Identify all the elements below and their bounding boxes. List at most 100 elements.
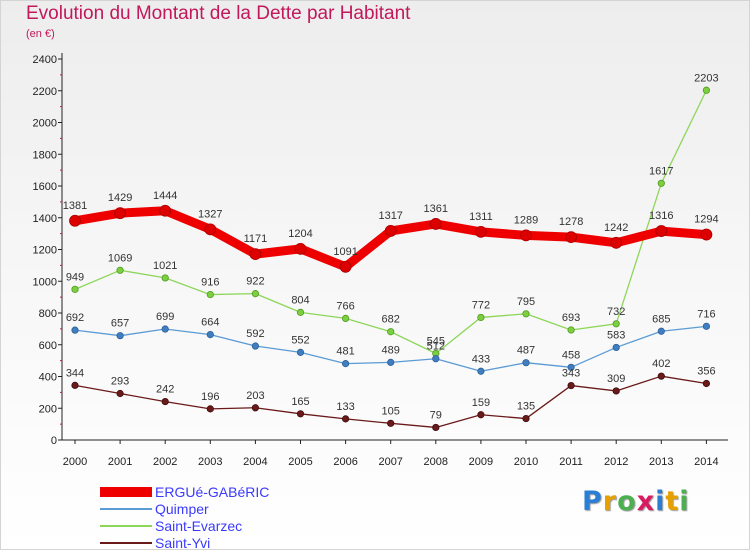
data-point — [339, 260, 352, 273]
data-point — [114, 207, 126, 220]
x-tick-label: 2000 — [63, 456, 87, 468]
data-label: 949 — [66, 271, 84, 283]
data-label: 1171 — [244, 233, 268, 245]
data-label: 1278 — [559, 216, 583, 228]
data-label: 402 — [652, 358, 670, 370]
data-point — [432, 355, 440, 363]
data-label: 685 — [652, 313, 670, 325]
legend-label: Saint-Evarzec — [155, 518, 243, 534]
y-tick-label: 1000 — [33, 276, 57, 288]
logo-letter: i — [679, 486, 690, 517]
data-point — [251, 342, 259, 350]
data-point — [522, 414, 530, 423]
data-point — [71, 326, 79, 334]
legend-swatch — [100, 487, 152, 497]
data-label: 922 — [246, 276, 264, 288]
data-label: 79 — [430, 409, 442, 421]
data-label: 1317 — [378, 210, 402, 222]
data-label: 203 — [246, 390, 264, 402]
data-label: 343 — [562, 368, 580, 380]
data-point — [567, 363, 575, 371]
data-point — [296, 308, 305, 316]
x-tick-label: 2012 — [604, 456, 628, 468]
data-label: 545 — [427, 335, 445, 347]
data-point — [657, 327, 665, 335]
logo-letter: P — [582, 486, 603, 517]
data-label: 657 — [111, 318, 129, 330]
data-point — [429, 218, 442, 230]
data-label: 2203 — [694, 72, 718, 84]
data-label: 293 — [111, 375, 129, 387]
data-label: 487 — [517, 345, 535, 357]
data-label: 1311 — [469, 211, 493, 223]
data-label: 583 — [607, 329, 625, 341]
y-tick-label: 1200 — [33, 245, 57, 257]
data-label: 512 — [427, 341, 445, 353]
legend-swatch — [100, 508, 152, 510]
logo-letter: t — [665, 486, 680, 517]
data-label: 1429 — [108, 192, 132, 204]
data-point — [612, 387, 620, 395]
data-label: 133 — [336, 401, 354, 413]
data-point — [612, 320, 620, 328]
data-label: 356 — [697, 365, 715, 377]
data-point — [341, 360, 350, 368]
y-tick-label: 2000 — [33, 118, 57, 130]
data-point — [612, 343, 620, 352]
y-tick-label: 200 — [39, 403, 57, 415]
y-tick-label: 0 — [51, 435, 57, 447]
data-point — [567, 326, 575, 334]
data-label: 1444 — [153, 190, 177, 202]
logo-letter: o — [617, 486, 637, 517]
data-label: 344 — [66, 367, 84, 379]
data-point — [206, 290, 214, 299]
data-point — [387, 328, 395, 336]
logo-letter: r — [602, 486, 618, 517]
x-tick-label: 2003 — [198, 456, 222, 468]
data-point — [387, 419, 395, 427]
data-point — [700, 228, 713, 241]
legend-swatch — [100, 525, 152, 527]
data-point — [251, 404, 259, 412]
data-point — [161, 325, 169, 333]
x-tick-label: 2014 — [694, 456, 718, 468]
data-label: 795 — [517, 296, 535, 308]
data-label: 433 — [472, 353, 490, 365]
logo-letter: i — [655, 486, 666, 517]
logo-letter: x — [636, 486, 656, 517]
y-tick-label: 600 — [39, 340, 57, 352]
data-point — [477, 411, 485, 419]
data-point — [161, 397, 169, 406]
data-point — [655, 225, 668, 237]
data-point — [477, 367, 485, 375]
data-point — [702, 322, 711, 330]
data-label: 766 — [336, 300, 354, 312]
data-point — [522, 310, 530, 318]
data-point — [206, 405, 214, 413]
x-tick-label: 2008 — [424, 456, 448, 468]
data-label: 489 — [382, 344, 400, 356]
data-point — [384, 225, 397, 237]
data-label: 1069 — [108, 252, 132, 264]
data-label: 772 — [472, 299, 490, 311]
data-point — [116, 389, 124, 398]
x-tick-label: 2009 — [469, 456, 493, 468]
x-tick-label: 2001 — [108, 456, 132, 468]
data-point — [116, 266, 124, 274]
data-label: 552 — [291, 334, 309, 346]
data-point — [565, 231, 577, 244]
y-tick-label: 2200 — [33, 86, 57, 98]
data-point — [522, 359, 530, 367]
data-point — [159, 204, 172, 217]
data-label: 732 — [607, 306, 625, 318]
data-label: 1242 — [604, 222, 628, 234]
data-point — [432, 423, 440, 432]
data-label: 1381 — [63, 200, 87, 212]
x-tick-label: 2002 — [153, 456, 177, 468]
data-point — [296, 410, 305, 418]
data-label: 804 — [291, 294, 309, 306]
data-point — [657, 179, 665, 187]
data-point — [71, 285, 79, 293]
